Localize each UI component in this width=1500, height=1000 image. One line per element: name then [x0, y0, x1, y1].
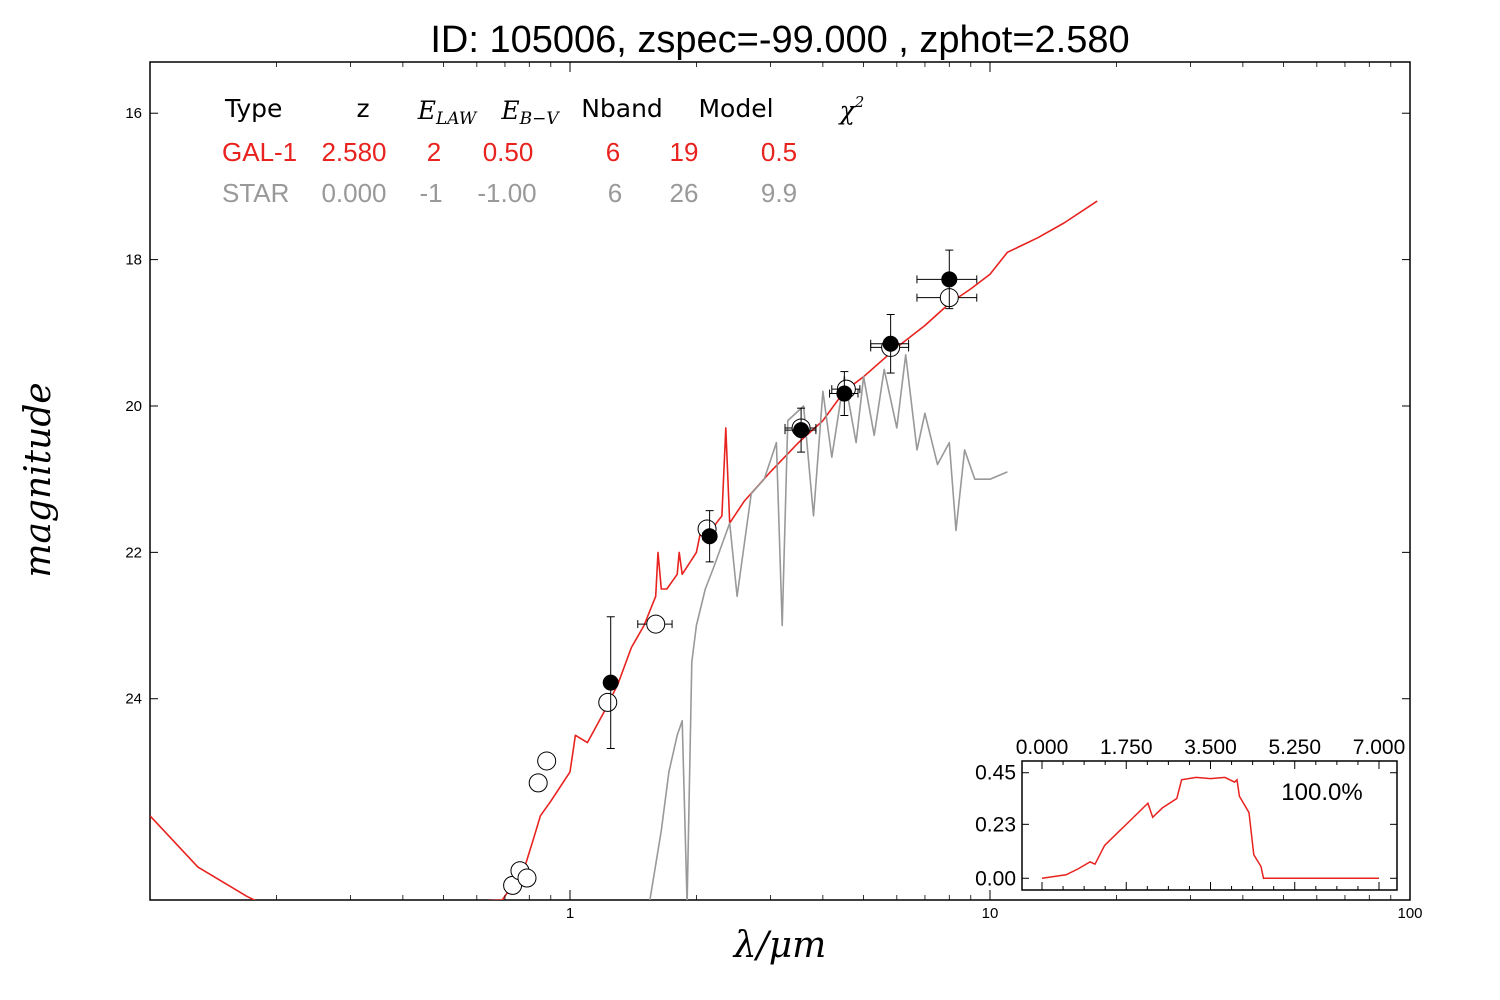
inset-y-tick-label: 0.45: [975, 762, 1016, 785]
inset-x-tick-label: 3.500: [1184, 736, 1237, 759]
inset-frame: [1021, 760, 1398, 891]
gal-ebv: 0.50: [483, 137, 534, 167]
gal-nband: 6: [606, 137, 620, 167]
model-point: [646, 614, 666, 634]
y-tick-label: 24: [125, 691, 142, 708]
inset-percent: 100.0%: [1281, 779, 1362, 806]
star-nband: 6: [608, 178, 622, 208]
model-point: [517, 868, 537, 888]
star-chi2: 9.9: [761, 178, 797, 208]
table-row-star: STAR 0.000 -1 -1.00 6 26 9.9: [222, 178, 797, 208]
inset-layer: 0.000 1.750 3.500 5.250 7.000 0.00 0.23 0.45: [975, 736, 1405, 890]
x-tick-label: 10: [982, 905, 999, 922]
x-axis-label: λ/μm: [732, 925, 826, 966]
y-tick-label: 22: [125, 544, 142, 561]
gal-chi2: 0.5: [761, 137, 797, 167]
series-layer: [150, 200, 1098, 900]
y-tick-label: 20: [125, 398, 142, 415]
star-z: 0.000: [321, 178, 386, 208]
model-point: [537, 751, 557, 771]
x-tick-label: 100: [1397, 905, 1422, 922]
table-header-chi2: χ2: [838, 93, 865, 125]
inset-x-tick-label: 1.750: [1100, 736, 1153, 759]
inset-x-tick-label: 7.000: [1353, 736, 1406, 759]
gal-model: 19: [670, 137, 699, 167]
observed-point: [941, 271, 958, 288]
table-header-z: z: [356, 94, 369, 123]
observed-point: [882, 335, 899, 352]
y-tick-label: 16: [125, 105, 142, 122]
table-header-ebv: EB−V: [500, 96, 560, 129]
plot-frame: [149, 61, 1411, 901]
observed-point: [602, 674, 619, 691]
inset-y-tick-label: 0.00: [975, 867, 1016, 890]
gal-z: 2.580: [321, 137, 386, 167]
table-header-type: Type: [224, 94, 282, 123]
table-row-gal: GAL-1 2.580 2 0.50 6 19 0.5: [222, 137, 797, 167]
pdz-line: [1041, 776, 1379, 880]
series-line-gal-1: [150, 200, 1098, 900]
inset-x-tick-label: 5.250: [1268, 736, 1321, 759]
observed-point: [836, 385, 853, 402]
gal-elaw: 2: [427, 137, 441, 167]
observed-point: [701, 528, 718, 545]
star-type: STAR: [222, 178, 289, 208]
x-tick-label: 1: [566, 905, 574, 922]
model-point: [528, 773, 548, 793]
gal-type: GAL-1: [222, 137, 297, 167]
points-layer: [503, 249, 978, 895]
pdz-inset: 0.000 1.750 3.500 5.250 7.000 0.00 0.23 0.45 10…: [975, 736, 1405, 891]
table-header-nband: Nband: [581, 94, 663, 123]
inset-x-tick-label: 0.000: [1016, 736, 1069, 759]
table-header-elaw: ELAW: [417, 96, 478, 129]
series-line-star: [649, 354, 1008, 900]
chart-title: ID: 105006, zspec=-99.000 , zphot=2.580: [430, 19, 1129, 61]
axis-ticks: 16 18 20 22 24 1 10 100: [125, 62, 1423, 922]
inset-y-tick-label: 0.23: [975, 813, 1016, 836]
table-header-model: Model: [698, 94, 773, 123]
star-model: 26: [670, 178, 699, 208]
model-point: [598, 692, 618, 712]
fit-table: Type z ELAW EB−V Nband Model χ2 GAL-1 2.…: [222, 93, 864, 208]
observed-point: [793, 422, 810, 439]
y-axis-label: magnitude: [18, 382, 59, 577]
star-elaw: -1: [419, 178, 442, 208]
star-ebv: -1.00: [477, 178, 536, 208]
y-tick-label: 18: [125, 252, 142, 269]
